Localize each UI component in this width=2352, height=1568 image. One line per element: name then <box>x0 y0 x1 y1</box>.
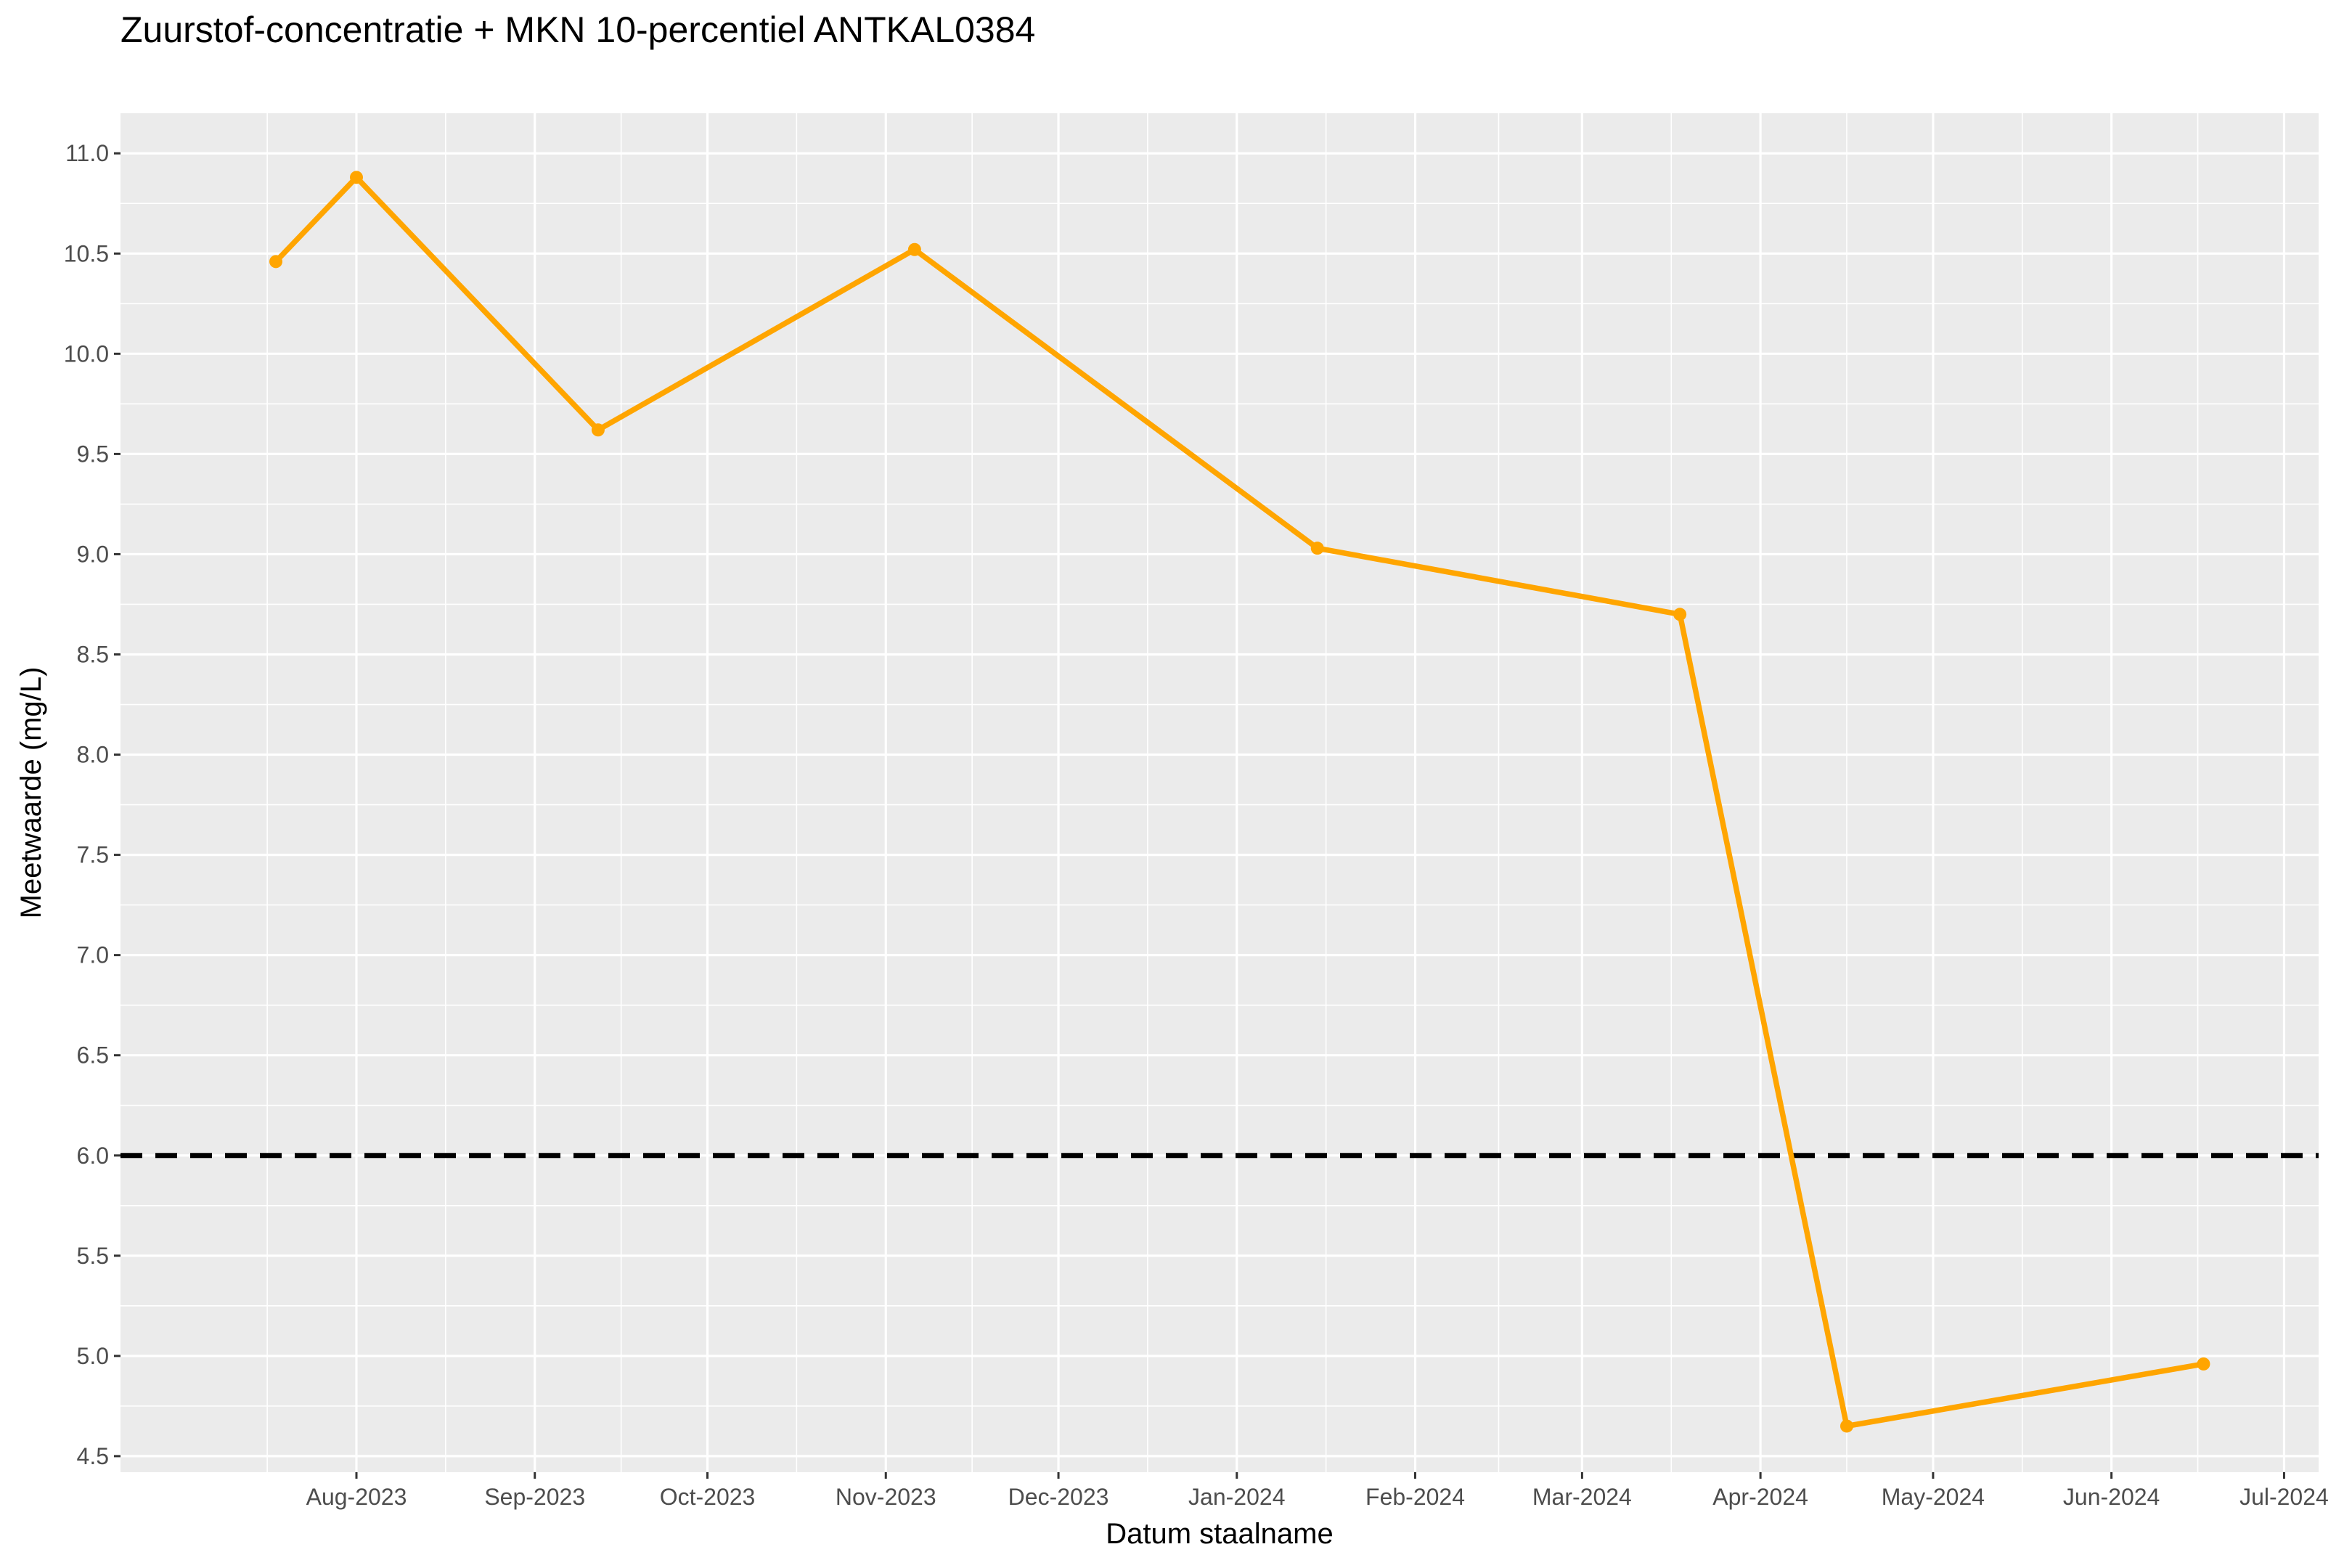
data-point <box>1673 608 1687 621</box>
x-tick-label: Jul-2024 <box>2239 1484 2329 1510</box>
y-tick-label: 4.5 <box>77 1443 109 1469</box>
chart-title: Zuurstof-concentratie + MKN 10-percentie… <box>121 9 1036 50</box>
x-tick-label: Dec-2023 <box>1008 1484 1109 1510</box>
x-tick-label: Mar-2024 <box>1532 1484 1632 1510</box>
x-tick-label: Apr-2024 <box>1712 1484 1808 1510</box>
y-tick-label: 5.0 <box>77 1343 109 1369</box>
x-tick-label: Jun-2024 <box>2063 1484 2160 1510</box>
data-point <box>907 242 921 256</box>
y-tick-label: 7.0 <box>77 942 109 968</box>
x-tick-label: Aug-2023 <box>306 1484 407 1510</box>
x-tick-label: Oct-2023 <box>660 1484 756 1510</box>
axis-ticks <box>114 152 2285 1479</box>
data-point <box>2197 1357 2210 1371</box>
x-tick-labels: Aug-2023 Sep-2023 Oct-2023 Nov-2023 Dec-2023… <box>306 1484 2329 1510</box>
y-axis-title: Meetwaarde (mg/L) <box>15 667 47 919</box>
y-tick-label: 6.0 <box>77 1143 109 1169</box>
x-tick-label: Jan-2024 <box>1188 1484 1285 1510</box>
series-layer <box>269 171 2210 1433</box>
y-tick-label: 8.0 <box>77 742 109 768</box>
data-point <box>591 423 605 437</box>
data-point <box>1310 542 1324 555</box>
y-tick-label: 10.5 <box>64 240 109 266</box>
x-tick-label: Feb-2024 <box>1365 1484 1465 1510</box>
data-point <box>1840 1419 1854 1433</box>
minor-gridlines <box>121 113 2319 1472</box>
y-tick-label: 9.0 <box>77 541 109 567</box>
x-tick-label: May-2024 <box>1882 1484 1985 1510</box>
y-tick-label: 7.5 <box>77 842 109 868</box>
plot-panel <box>121 113 2319 1472</box>
y-tick-label: 11.0 <box>65 140 109 166</box>
data-point <box>269 255 283 269</box>
x-tick-label: Nov-2023 <box>836 1484 936 1510</box>
series-line <box>274 174 2205 1429</box>
x-tick-label: Sep-2023 <box>484 1484 585 1510</box>
y-tick-label: 6.5 <box>77 1042 109 1069</box>
y-tick-labels: 4.5 5.0 5.5 6.0 6.5 7.0 7.5 8.0 8.5 9.0 9.5 10.0 10.… <box>64 140 109 1469</box>
y-tick-label: 5.5 <box>77 1243 109 1269</box>
y-tick-label: 8.5 <box>77 641 109 667</box>
major-gridlines <box>121 113 2319 1472</box>
data-point <box>349 171 363 184</box>
y-tick-label: 9.5 <box>77 441 109 467</box>
x-axis-title: Datum staalname <box>1106 1518 1333 1550</box>
y-tick-label: 10.0 <box>64 340 109 367</box>
